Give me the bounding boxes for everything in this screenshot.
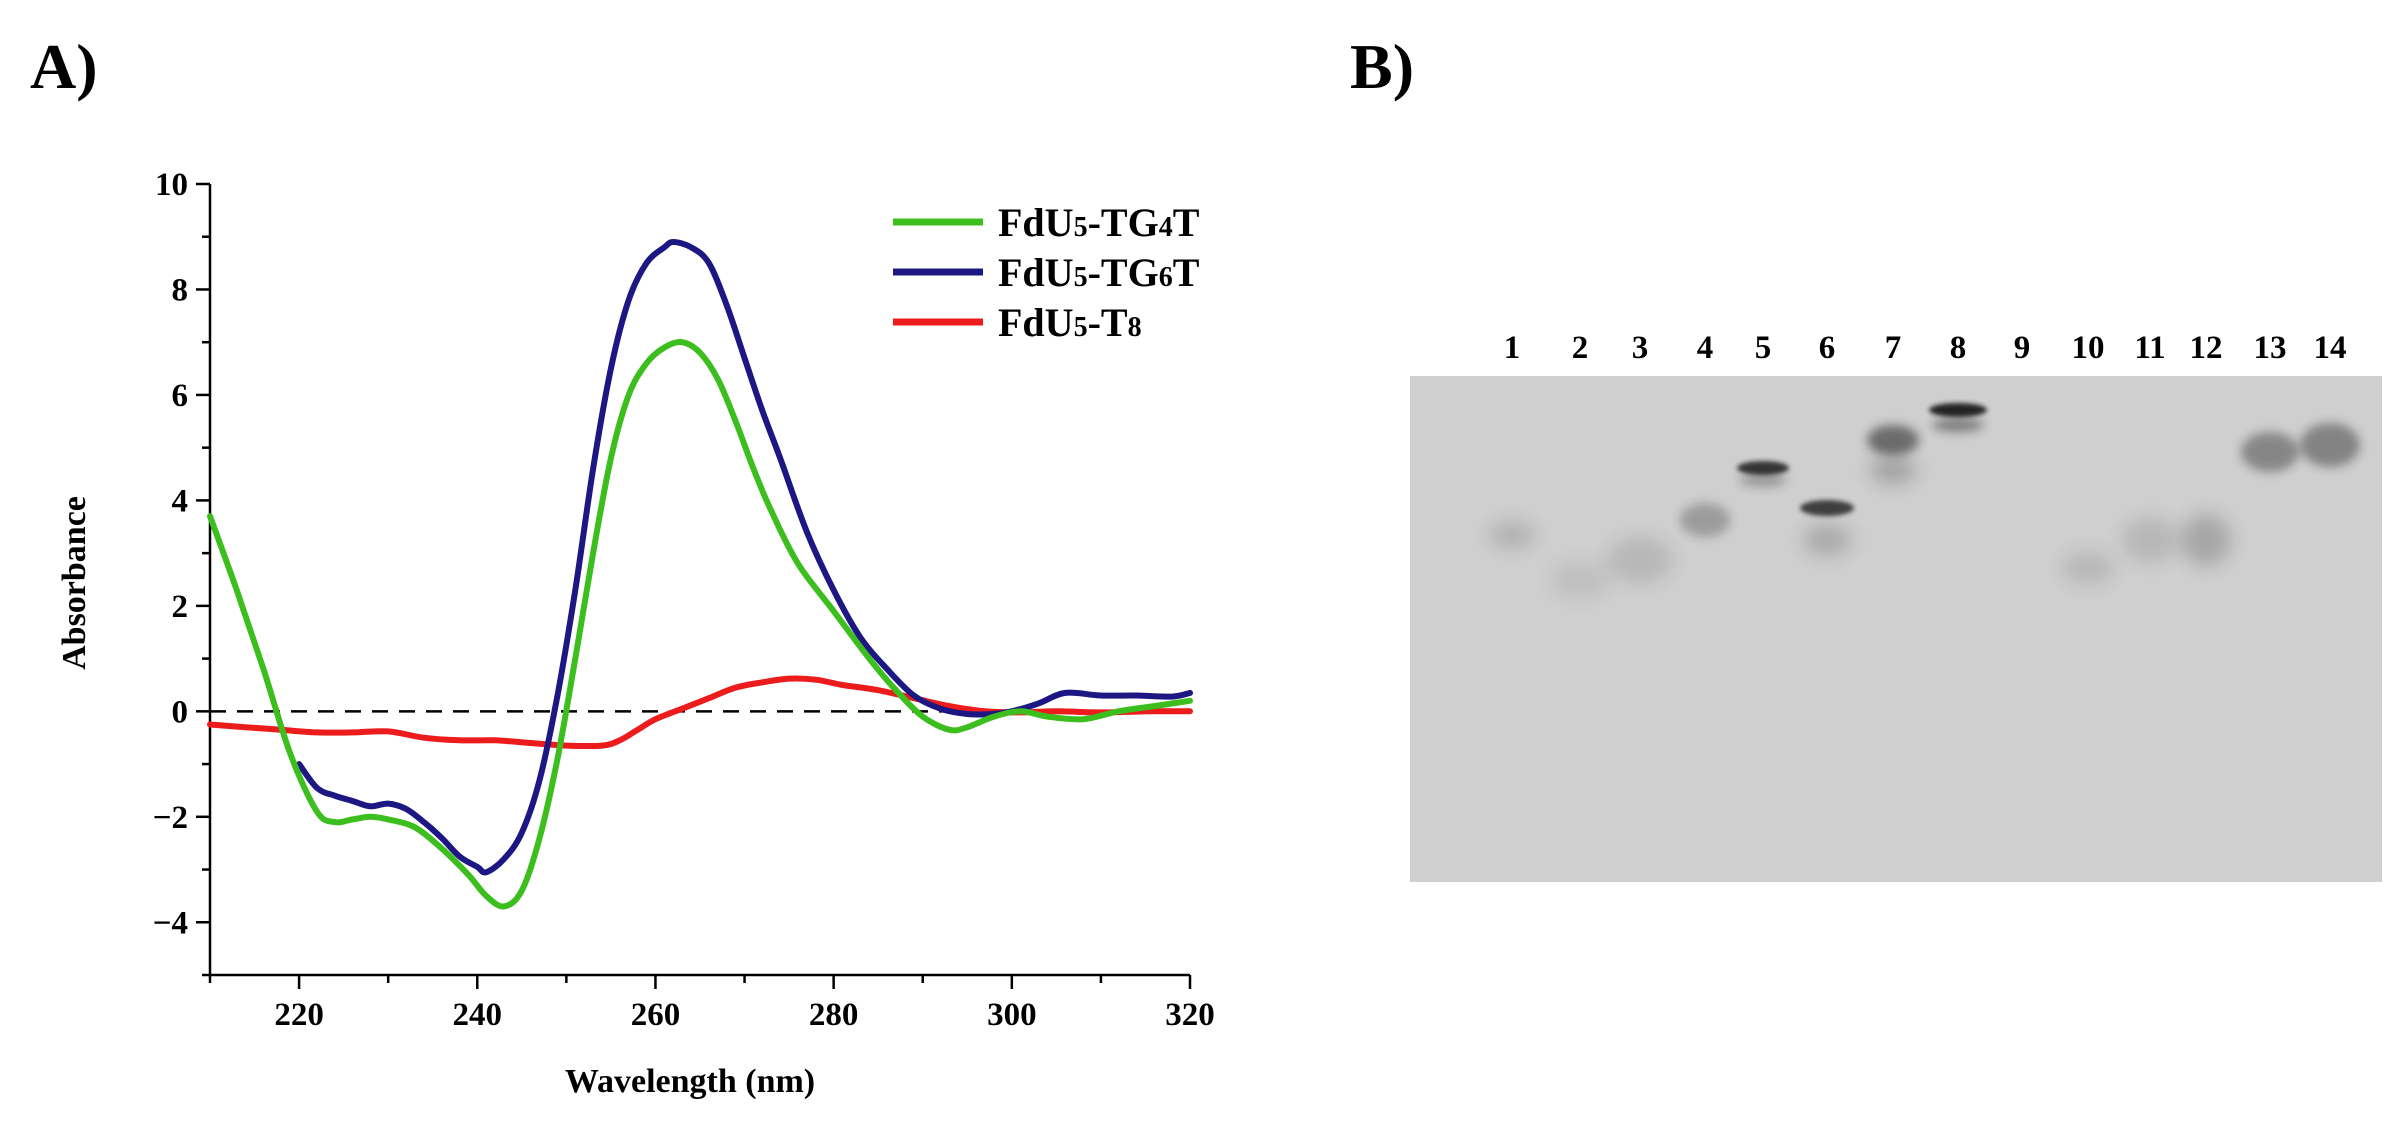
gel-band [2300, 423, 2360, 467]
x-tick-label: 220 [274, 997, 324, 1033]
x-tick-label: 260 [631, 997, 681, 1033]
legend-entry: FdU5-TG4T [998, 200, 1200, 245]
y-tick-label: 6 [172, 378, 189, 414]
gel-band [1929, 403, 1987, 417]
gel-band [2122, 517, 2178, 563]
legend-entry: FdU5-T8 [998, 300, 1142, 345]
y-tick-label: −4 [153, 905, 188, 941]
lane-label: 6 [1819, 330, 1836, 366]
lane-labels: 1 2 3 4 5 6 7 8 9 10 11 12 13 14 [1504, 330, 2347, 366]
gel-band [1867, 425, 1919, 455]
lane-label: 4 [1697, 330, 1714, 366]
gel-band [1550, 560, 1610, 600]
y-tick-label: −2 [153, 800, 188, 836]
lane-label: 11 [2134, 330, 2165, 366]
x-tick-label: 320 [1165, 997, 1215, 1033]
gel-band [2181, 514, 2231, 566]
panel-b-label: B) [1350, 31, 1414, 102]
lane-label: 2 [1572, 330, 1589, 366]
y-tick-label: 4 [172, 483, 189, 519]
x-tick-label: 240 [453, 997, 503, 1033]
chart-axes: −4 −2 0 2 4 6 8 10 220 240 260 280 300 320 [153, 167, 1215, 1033]
y-tick-label: 10 [155, 167, 188, 203]
gel-bands [1489, 403, 2360, 600]
legend-entry: FdU5-TG6T [998, 250, 1200, 295]
lane-label: 3 [1632, 330, 1649, 366]
gel-band [1932, 418, 1984, 432]
gel-band [1803, 524, 1851, 556]
x-axis-label: Wavelength (nm) [565, 1063, 815, 1100]
series-line-fdu5-tg6t [296, 239, 1193, 876]
chart-legend: FdU5-TG4T FdU5-TG6T FdU5-T8 [893, 200, 1200, 345]
lane-label: 1 [1504, 330, 1521, 366]
gel-band [1870, 456, 1916, 484]
lane-label: 8 [1950, 330, 1967, 366]
gel-band [1489, 521, 1535, 549]
lane-label: 12 [2190, 330, 2223, 366]
y-tick-label: 0 [172, 694, 189, 730]
lane-label: 7 [1885, 330, 1902, 366]
series-layer [207, 239, 1193, 910]
lane-label: 5 [1755, 330, 1772, 366]
x-tick-label: 300 [987, 997, 1037, 1033]
lane-label: 9 [2014, 330, 2031, 366]
gel-band [2241, 432, 2299, 472]
panel-a-label: A) [30, 31, 98, 102]
lane-label: 13 [2254, 330, 2287, 366]
lane-label: 14 [2314, 330, 2347, 366]
series-line-fdu5-tg4t [207, 339, 1193, 910]
y-tick-label: 2 [172, 589, 189, 625]
gel-band [2061, 551, 2115, 585]
gel-band [1800, 500, 1854, 516]
y-axis-label: Absorbance [56, 496, 93, 670]
lane-label: 10 [2072, 330, 2105, 366]
x-tick-label: 280 [809, 997, 859, 1033]
y-tick-label: 8 [172, 272, 189, 308]
series-line-fdu5-t8 [207, 675, 1193, 750]
gel-band [1607, 537, 1673, 583]
gel-band [1680, 503, 1730, 537]
gel-band [1739, 473, 1787, 487]
gel-band [1737, 461, 1789, 475]
